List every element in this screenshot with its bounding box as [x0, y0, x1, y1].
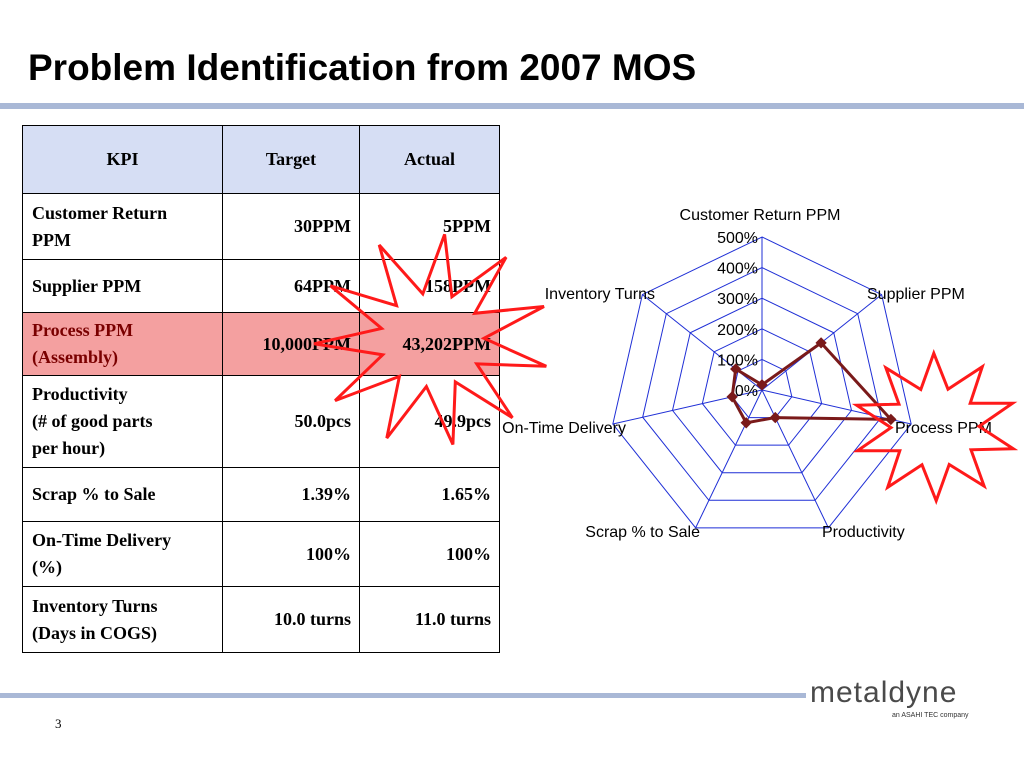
logo-wordmark: metaldyne: [810, 676, 958, 709]
target-cell: 10.0 turns: [222, 586, 360, 653]
kpi-label-line: Supplier PPM: [32, 275, 142, 296]
radar-grid-ring: [671, 297, 853, 474]
radar-grid-ring: [701, 328, 823, 446]
page-number: 3: [55, 716, 62, 731]
table-row: On-Time Delivery (%) 100% 100%: [22, 521, 500, 587]
radar-tick-label: 100%: [717, 352, 758, 369]
radar-grid-ring: [612, 236, 912, 529]
kpi-label-line: (# of good parts: [32, 411, 153, 431]
target-cell: 50.0pcs: [222, 375, 360, 468]
radar-data-point: [756, 379, 768, 391]
kpi-cell: Scrap % to Sale: [22, 467, 223, 522]
header-actual: Actual: [359, 125, 500, 194]
starburst-table: [313, 233, 547, 446]
radar-tick-label: 0%: [735, 383, 758, 400]
radar-data-point: [769, 411, 781, 424]
radar-tick-label: 400%: [717, 261, 758, 278]
kpi-label-line: Productivity: [32, 384, 128, 404]
kpi-cell: Process PPM (Assembly): [22, 312, 223, 376]
radar-grid-ring: [642, 267, 882, 501]
actual-cell: 158PPM: [359, 259, 500, 313]
actual-cell: 11.0 turns: [359, 586, 500, 653]
kpi-label-line: Customer Return: [32, 202, 168, 223]
header-kpi: KPI: [22, 125, 223, 194]
radar-tick-label: 300%: [717, 291, 758, 308]
table-header-row: KPI Target Actual: [22, 125, 500, 194]
target-cell: 64PPM: [222, 259, 360, 313]
actual-cell: 100%: [359, 521, 500, 587]
radar-category-label: Process PPM: [895, 420, 992, 437]
radar-data-point: [726, 391, 738, 403]
radar-tick-label: 200%: [717, 322, 758, 339]
radar-category-label: Customer Return PPM: [680, 207, 841, 224]
starburst-chart: [851, 348, 1019, 506]
kpi-label-line: (Days in COGS): [32, 622, 158, 643]
kpi-table: KPI Target Actual Customer Return PPM 30PP…: [22, 125, 500, 653]
kpi-cell: Customer Return PPM: [22, 193, 223, 260]
target-cell: 100%: [222, 521, 360, 587]
kpi-cell: Productivity (# of good parts per hour): [22, 375, 223, 468]
table-row: Inventory Turns (Days in COGS) 10.0 turns 1…: [22, 586, 500, 653]
kpi-label-line: (%): [32, 557, 62, 577]
kpi-label-line: On-Time Delivery: [32, 530, 172, 550]
top-divider: [0, 103, 1024, 109]
radar-data-point: [885, 413, 897, 426]
target-cell: 10,000PPM: [222, 312, 360, 376]
radar-axis-spoke: [612, 389, 763, 425]
logo-tagline: an ASAHI TEC company: [892, 712, 969, 719]
target-cell: 1.39%: [222, 467, 360, 522]
kpi-label-line: Process PPM: [32, 320, 134, 340]
radar-category-label: Inventory Turns: [545, 286, 655, 303]
radar-category-label: Productivity: [822, 524, 905, 541]
company-logo: metaldyne an ASAHI TEC company: [806, 676, 996, 726]
kpi-label-line: Scrap % to Sale: [32, 484, 156, 504]
kpi-cell: On-Time Delivery (%): [22, 521, 223, 587]
radar-axis-spoke: [695, 389, 763, 529]
radar-category-label: Scrap % to Sale: [585, 524, 700, 541]
radar-data-point: [730, 363, 742, 375]
radar-data-point: [740, 417, 752, 429]
slide-title: Problem Identification from 2007 MOS: [28, 47, 697, 88]
table-row: Supplier PPM 64PPM 158PPM: [22, 259, 500, 313]
actual-cell: 1.65%: [359, 467, 500, 522]
kpi-label-line: PPM: [32, 229, 71, 250]
radar-data-point: [815, 337, 827, 349]
radar-axis-spoke: [761, 389, 829, 529]
radar-grid-ring: [731, 358, 793, 419]
kpi-label-line: (Assembly): [32, 347, 118, 367]
radar-category-label: On-Time Delivery: [502, 420, 626, 437]
kpi-label-line: Inventory Turns: [32, 595, 158, 616]
kpi-label-line: per hour): [32, 438, 106, 458]
radar-tick-label: 500%: [717, 230, 758, 247]
header-target: Target: [222, 125, 360, 194]
table-row: Productivity (# of good parts per hour) 50.…: [22, 375, 500, 468]
radar-category-label: Supplier PPM: [867, 286, 965, 303]
bottom-divider: [0, 693, 806, 698]
table-row: Scrap % to Sale 1.39% 1.65%: [22, 467, 500, 522]
kpi-cell: Inventory Turns (Days in COGS): [22, 586, 223, 653]
